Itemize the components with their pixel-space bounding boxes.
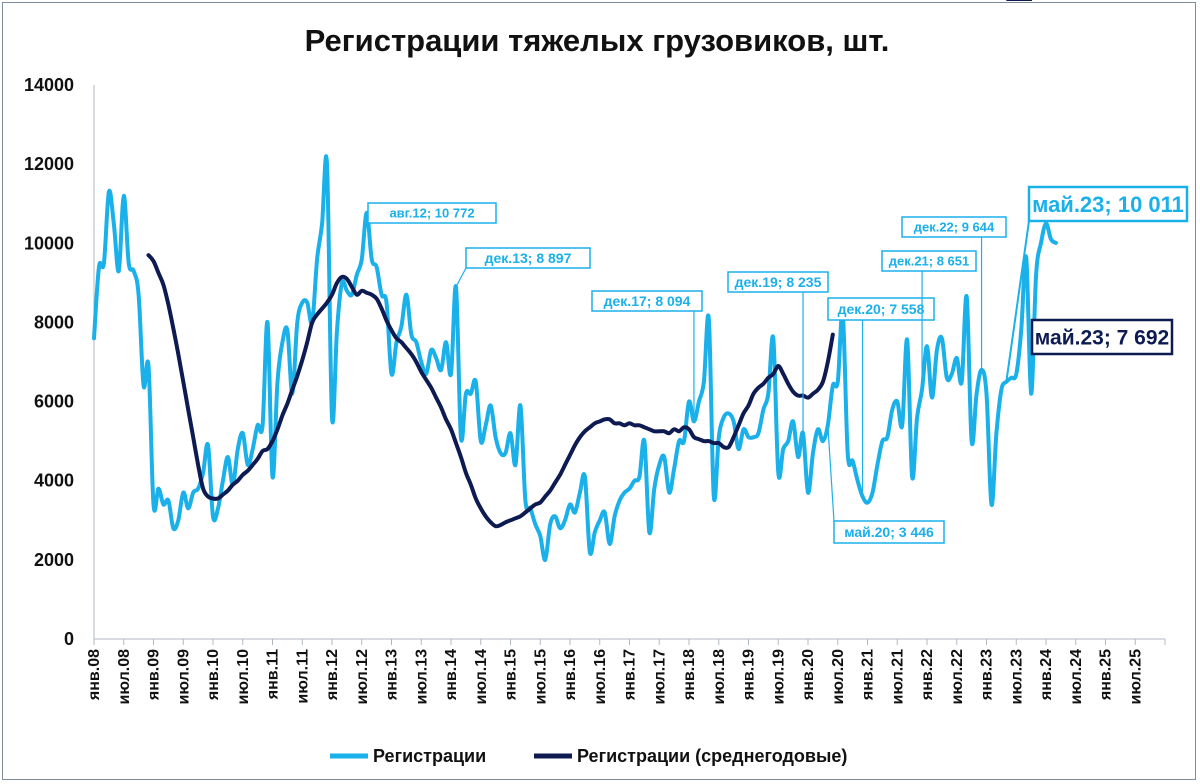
y-tick-label: 4000 bbox=[34, 471, 74, 491]
annotation-leader bbox=[455, 267, 467, 288]
y-tick-label: 10000 bbox=[24, 233, 74, 253]
x-tick-label: янв.13 bbox=[384, 649, 401, 701]
x-tick-label: янв.16 bbox=[562, 649, 579, 701]
annotation-box bbox=[1030, 318, 1174, 356]
x-tick-label: июл.14 bbox=[473, 649, 490, 705]
annotation-label: дек.22; 9 644 bbox=[914, 220, 995, 235]
annotation-layer: авг.12; 10 772 дек.13; 8 897 дек.17; 8 094… bbox=[366, 0, 1189, 544]
annotation-callout: май.20; 3 446 bbox=[827, 425, 945, 544]
annotation-label: дек.20; 7 558 bbox=[838, 301, 925, 317]
axes: 0 2000 4000 6000 8000 10000 12000 14000 янв.08 ию… bbox=[24, 75, 1166, 705]
x-tick-label: янв.15 bbox=[503, 649, 520, 701]
x-tick-label: июл.24 bbox=[1068, 649, 1085, 705]
x-tick-label: июл.18 bbox=[711, 649, 728, 705]
x-tick-label: июл.16 bbox=[592, 649, 609, 705]
annotation-leader bbox=[1005, 220, 1030, 382]
x-tick-label: янв.11 bbox=[265, 649, 282, 700]
x-tick-label: янв.23 bbox=[979, 649, 996, 701]
x-tick-label: янв.12 bbox=[324, 649, 341, 701]
annotation-box bbox=[727, 271, 829, 293]
y-tick-label: 8000 bbox=[34, 312, 74, 332]
x-tick-label: июл.22 bbox=[949, 649, 966, 705]
y-tick-label: 14000 bbox=[24, 75, 74, 95]
x-tick-label: янв.20 bbox=[800, 649, 817, 701]
x-tick-label: июл.21 bbox=[889, 649, 906, 705]
x-tick-label: янв.25 bbox=[1098, 649, 1115, 701]
x-tick-label: июл.23 bbox=[1008, 649, 1025, 705]
x-tick-label: июл.11 bbox=[294, 649, 311, 704]
annotation-box bbox=[367, 202, 497, 224]
x-tick-label: июл.10 bbox=[235, 649, 252, 705]
x-tick-label: янв.17 bbox=[622, 649, 639, 701]
annotation-callout: дек.19; 8 235 bbox=[727, 271, 829, 434]
x-tick-label: янв.18 bbox=[681, 649, 698, 701]
y-tick-label: 0 bbox=[64, 629, 74, 649]
legend-label-average: Регистрации (среднегодовые) bbox=[577, 746, 847, 766]
x-tick-label: янв.24 bbox=[1038, 649, 1055, 701]
y-tick-label: 6000 bbox=[34, 392, 74, 412]
annotation-callout: май.23; 7 692 bbox=[1006, 0, 1174, 356]
annotation-box bbox=[901, 216, 1007, 238]
x-tick-label: янв.09 bbox=[146, 649, 163, 701]
annotation-callout: дек.21; 8 651 bbox=[881, 250, 977, 390]
x-tick-label: июл.19 bbox=[770, 649, 787, 705]
legend: Регистрации Регистрации (среднегодовые) bbox=[330, 746, 847, 766]
annotation-callout: дек.17; 8 094 bbox=[591, 290, 703, 422]
annotation-callout: дек.22; 9 644 bbox=[901, 216, 1007, 370]
annotation-box bbox=[1027, 185, 1189, 223]
x-tick-label: июл.12 bbox=[354, 649, 371, 705]
x-tick-label: июл.25 bbox=[1127, 649, 1144, 705]
legend-label-registrations: Регистрации bbox=[373, 746, 486, 766]
annotation-label: дек.21; 8 651 bbox=[889, 254, 970, 269]
x-tick-label: июл.09 bbox=[175, 649, 192, 705]
x-tick-label: июл.15 bbox=[532, 649, 549, 705]
x-tick-label: янв.19 bbox=[741, 649, 758, 701]
annotation-box bbox=[827, 297, 935, 321]
annotation-label: дек.19; 8 235 bbox=[735, 274, 822, 290]
x-tick-label: июл.13 bbox=[413, 649, 430, 705]
annotation-callout: май.23; 10 011 bbox=[1005, 185, 1189, 382]
annotation-callout: авг.12; 10 772 bbox=[366, 202, 497, 224]
annotation-label: дек.13; 8 897 bbox=[485, 250, 572, 266]
x-tick-label: июл.17 bbox=[651, 649, 668, 705]
annotation-label: авг.12; 10 772 bbox=[389, 206, 474, 221]
annotation-callout: дек.20; 7 558 bbox=[827, 297, 935, 497]
annotation-label: дек.17; 8 094 bbox=[604, 293, 691, 309]
annotation-leader bbox=[827, 425, 835, 522]
annotation-box bbox=[881, 250, 977, 272]
y-tick-label: 12000 bbox=[24, 154, 74, 174]
annotation-box bbox=[833, 520, 945, 544]
y-tick-label: 2000 bbox=[34, 550, 74, 570]
chart-title: Регистрации тяжелых грузовиков, шт. bbox=[305, 23, 890, 58]
x-tick-label: янв.08 bbox=[86, 649, 103, 701]
x-tick-label: янв.10 bbox=[205, 649, 222, 701]
annotation-box bbox=[591, 290, 703, 312]
annotation-label: май.23; 10 011 bbox=[1032, 192, 1184, 217]
x-tick-label: янв.21 bbox=[860, 649, 877, 701]
series-line-registrations bbox=[92, 154, 1058, 562]
series-layer bbox=[92, 154, 1058, 562]
annotation-label: май.23; 7 692 bbox=[1035, 327, 1169, 350]
x-tick-label: янв.22 bbox=[919, 649, 936, 701]
annotation-label: май.20; 3 446 bbox=[844, 524, 934, 540]
annotation-box bbox=[465, 247, 591, 269]
x-tick-label: янв.14 bbox=[443, 649, 460, 701]
x-tick-label: июл.08 bbox=[116, 649, 133, 705]
x-tick-label: июл.20 bbox=[830, 649, 847, 705]
annotation-callout: дек.13; 8 897 bbox=[455, 247, 591, 288]
series-line-average bbox=[146, 253, 835, 529]
